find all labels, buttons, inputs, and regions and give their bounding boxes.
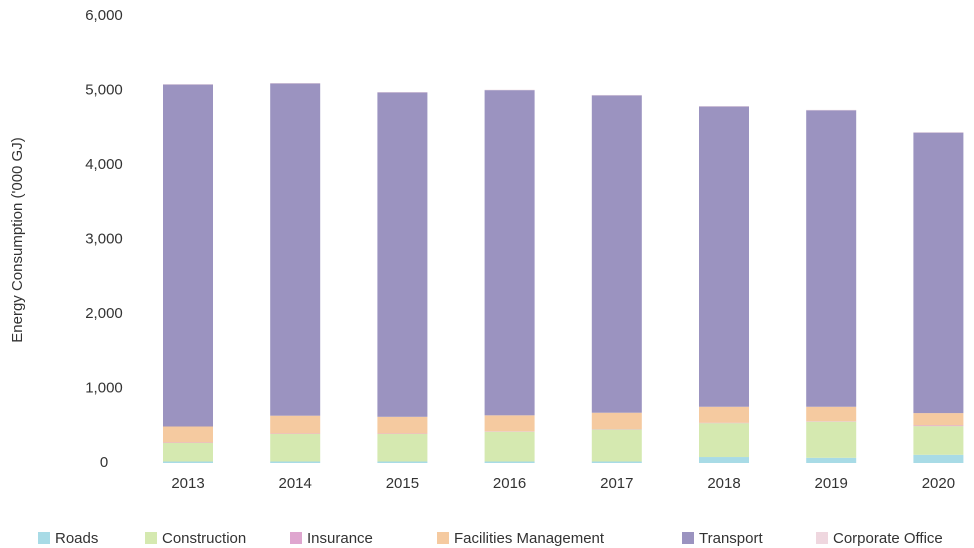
legend-swatch	[816, 532, 828, 544]
y-tick-label: 4,000	[85, 156, 123, 173]
y-tick-label: 1,000	[85, 379, 123, 396]
legend-label: Facilities Management	[454, 530, 605, 547]
bar-segment	[591, 429, 642, 462]
x-tick-label: 2015	[386, 475, 419, 492]
legend-swatch	[682, 532, 694, 544]
bar-segment	[163, 461, 213, 463]
y-tick-label: 6,000	[85, 7, 123, 24]
bar-segment	[591, 95, 642, 413]
legend-swatch	[290, 532, 302, 544]
legend-swatch	[145, 532, 157, 544]
bar-segment	[270, 83, 321, 416]
y-tick-label: 0	[100, 454, 108, 471]
bar-segment	[913, 454, 964, 463]
legend-label: Corporate Office	[833, 530, 943, 547]
bar-segment	[806, 457, 857, 463]
y-tick-label: 2,000	[85, 305, 123, 322]
bar-segment	[484, 461, 535, 463]
bar-segment	[377, 92, 428, 417]
x-tick-label: 2018	[707, 475, 740, 492]
bar-segment	[699, 423, 749, 458]
bar-segment	[699, 406, 749, 423]
bar-segment	[699, 106, 749, 407]
bar-segment	[913, 413, 964, 426]
legend-label: Construction	[162, 530, 246, 547]
bar-segment	[377, 433, 428, 462]
legend-label: Roads	[55, 530, 98, 547]
legend-swatch	[437, 532, 449, 544]
bar-segment	[913, 132, 964, 414]
bar-segment	[163, 442, 213, 462]
y-tick-label: 5,000	[85, 81, 123, 98]
bar-segment	[270, 433, 321, 462]
x-tick-label: 2016	[493, 475, 526, 492]
x-tick-label: 2020	[922, 475, 955, 492]
bar-segment	[699, 457, 749, 463]
legend-label: Insurance	[307, 530, 373, 547]
bar-segment	[806, 110, 857, 407]
x-tick-label: 2014	[279, 475, 312, 492]
bar-segment	[377, 416, 428, 434]
bar-segment	[377, 461, 428, 463]
bar-segment	[806, 421, 857, 458]
bar-segment	[806, 406, 857, 422]
x-tick-label: 2019	[815, 475, 848, 492]
bar-segment	[163, 426, 213, 443]
bar-segment	[484, 415, 535, 432]
y-tick-label: 3,000	[85, 230, 123, 247]
bar-segment	[163, 84, 213, 427]
bar-segment	[484, 431, 535, 462]
legend-swatch	[38, 532, 50, 544]
bar-segment	[270, 415, 321, 434]
y-axis-label: Energy Consumption ('000 GJ)	[9, 137, 26, 342]
bar-segment	[913, 426, 964, 455]
bar-segment	[913, 425, 964, 427]
x-tick-label: 2017	[600, 475, 633, 492]
bar-segment	[270, 461, 321, 463]
legend-label: Transport	[699, 530, 763, 547]
bar-segment	[591, 412, 642, 430]
x-tick-label: 2013	[171, 475, 204, 492]
bar-segment	[484, 90, 535, 416]
bar-segment	[591, 461, 642, 463]
